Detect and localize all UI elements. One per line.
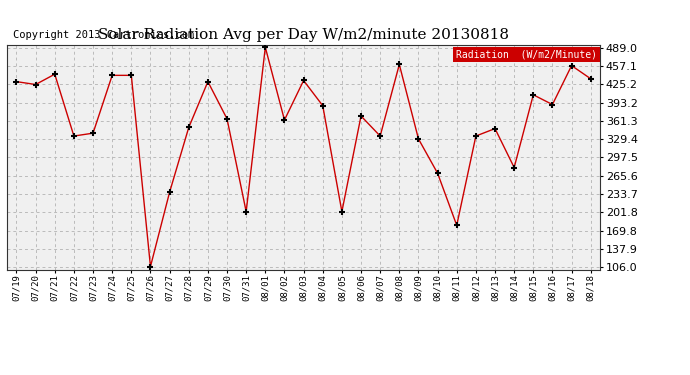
Title: Solar Radiation Avg per Day W/m2/minute 20130818: Solar Radiation Avg per Day W/m2/minute …: [98, 28, 509, 42]
Text: Radiation  (W/m2/Minute): Radiation (W/m2/Minute): [456, 50, 598, 60]
Text: Copyright 2013 Cartronics.com: Copyright 2013 Cartronics.com: [13, 30, 194, 40]
